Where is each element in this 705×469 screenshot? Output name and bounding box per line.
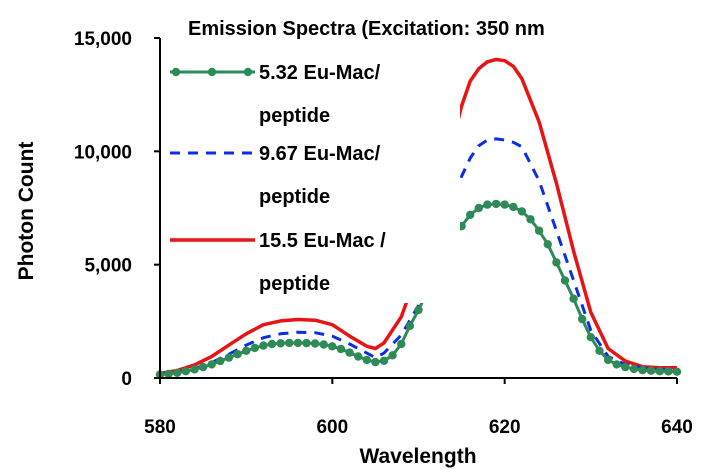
series-1-point bbox=[242, 346, 251, 355]
series-1-point bbox=[285, 338, 294, 348]
series-1-point bbox=[552, 258, 561, 267]
series-1-point bbox=[474, 203, 483, 213]
series-1-point bbox=[198, 362, 208, 372]
series-1-point bbox=[371, 357, 380, 367]
series-1-point bbox=[534, 226, 544, 235]
series-1-point bbox=[569, 294, 578, 303]
y-tick-label: 10,000 bbox=[74, 142, 132, 163]
y-tick-label: 15,000 bbox=[74, 29, 132, 50]
series-1-point bbox=[664, 367, 673, 376]
series-1-point bbox=[388, 351, 397, 360]
series-1-point bbox=[543, 240, 552, 249]
x-tick-label: 600 bbox=[316, 417, 348, 438]
series-1-point bbox=[629, 364, 639, 374]
series-1-point bbox=[216, 356, 225, 366]
series-1-point bbox=[250, 343, 259, 353]
series-1-point bbox=[336, 344, 346, 354]
legend-label-2: peptide bbox=[259, 186, 330, 208]
series-1-point bbox=[646, 366, 656, 375]
series-1-point bbox=[517, 207, 527, 216]
series-1-point bbox=[560, 276, 570, 285]
series-1-point bbox=[276, 339, 285, 348]
series-1-point bbox=[405, 321, 415, 331]
series-1-point bbox=[233, 350, 242, 359]
legend-background bbox=[163, 55, 460, 303]
series-1-point bbox=[595, 346, 604, 355]
legend-label-2: 9.67 Eu-Mac/ bbox=[259, 143, 381, 165]
series-1-point bbox=[379, 356, 389, 365]
series-1-point bbox=[207, 360, 216, 369]
series-1-point bbox=[181, 367, 190, 376]
x-tick-label: 640 bbox=[661, 417, 693, 438]
series-1-point bbox=[509, 202, 518, 212]
series-1-point bbox=[354, 352, 363, 361]
series-1-point bbox=[173, 368, 182, 377]
series-1-point bbox=[224, 353, 234, 362]
series-1-point bbox=[483, 200, 492, 209]
legend-swatch-marker bbox=[171, 67, 181, 77]
series-1-point bbox=[655, 367, 664, 376]
series-1-point bbox=[500, 200, 509, 209]
series-1-point bbox=[612, 360, 621, 369]
series-1-point bbox=[672, 367, 682, 376]
series-1-point bbox=[397, 339, 406, 349]
series-1-point bbox=[267, 339, 277, 349]
axes-layer bbox=[159, 38, 677, 379]
series-1-point bbox=[190, 365, 199, 374]
x-tick-label: 620 bbox=[489, 417, 521, 438]
legend-swatch-marker bbox=[243, 67, 253, 77]
series-1-point bbox=[586, 333, 595, 342]
y-tick-label: 5,000 bbox=[84, 256, 132, 277]
series-1-point bbox=[491, 199, 501, 209]
x-axis-label: Wavelength bbox=[359, 445, 476, 468]
series-1-point bbox=[319, 340, 328, 349]
legend-label-1: peptide bbox=[259, 105, 330, 127]
series-1-point bbox=[293, 338, 303, 348]
series-1-point bbox=[603, 355, 613, 365]
x-tick-label: 580 bbox=[144, 417, 176, 438]
y-axis-label: Photon Count bbox=[15, 142, 38, 281]
series-1-point bbox=[466, 210, 475, 219]
series-1-point bbox=[526, 215, 535, 224]
series-1-point bbox=[638, 365, 647, 375]
series-1-point bbox=[328, 342, 337, 351]
series-1-point bbox=[310, 339, 320, 348]
series-1-point bbox=[362, 355, 371, 365]
series-1-point bbox=[259, 341, 268, 350]
legend-swatch-marker bbox=[207, 67, 217, 77]
ticks-layer: 0 5,000 10,000 15,000 580 600 620 640 bbox=[74, 29, 693, 438]
legend: 5.32 Eu-Mac/peptide 9.67 Eu-Mac/peptide 15… bbox=[170, 62, 386, 295]
series-1-point bbox=[414, 305, 423, 315]
series-1-point bbox=[302, 338, 311, 348]
series-1-point bbox=[578, 314, 587, 324]
legend-label-3: 15.5 Eu-Mac / bbox=[259, 230, 386, 252]
chart-title: Emission Spectra (Excitation: 350 nm bbox=[188, 18, 545, 40]
series-1-point bbox=[164, 369, 173, 379]
series-1-point bbox=[345, 348, 354, 357]
series-1-point bbox=[621, 362, 630, 372]
legend-label-1: 5.32 Eu-Mac/ bbox=[259, 62, 381, 84]
y-tick-label: 0 bbox=[121, 369, 132, 390]
legend-label-3: peptide bbox=[259, 273, 330, 295]
